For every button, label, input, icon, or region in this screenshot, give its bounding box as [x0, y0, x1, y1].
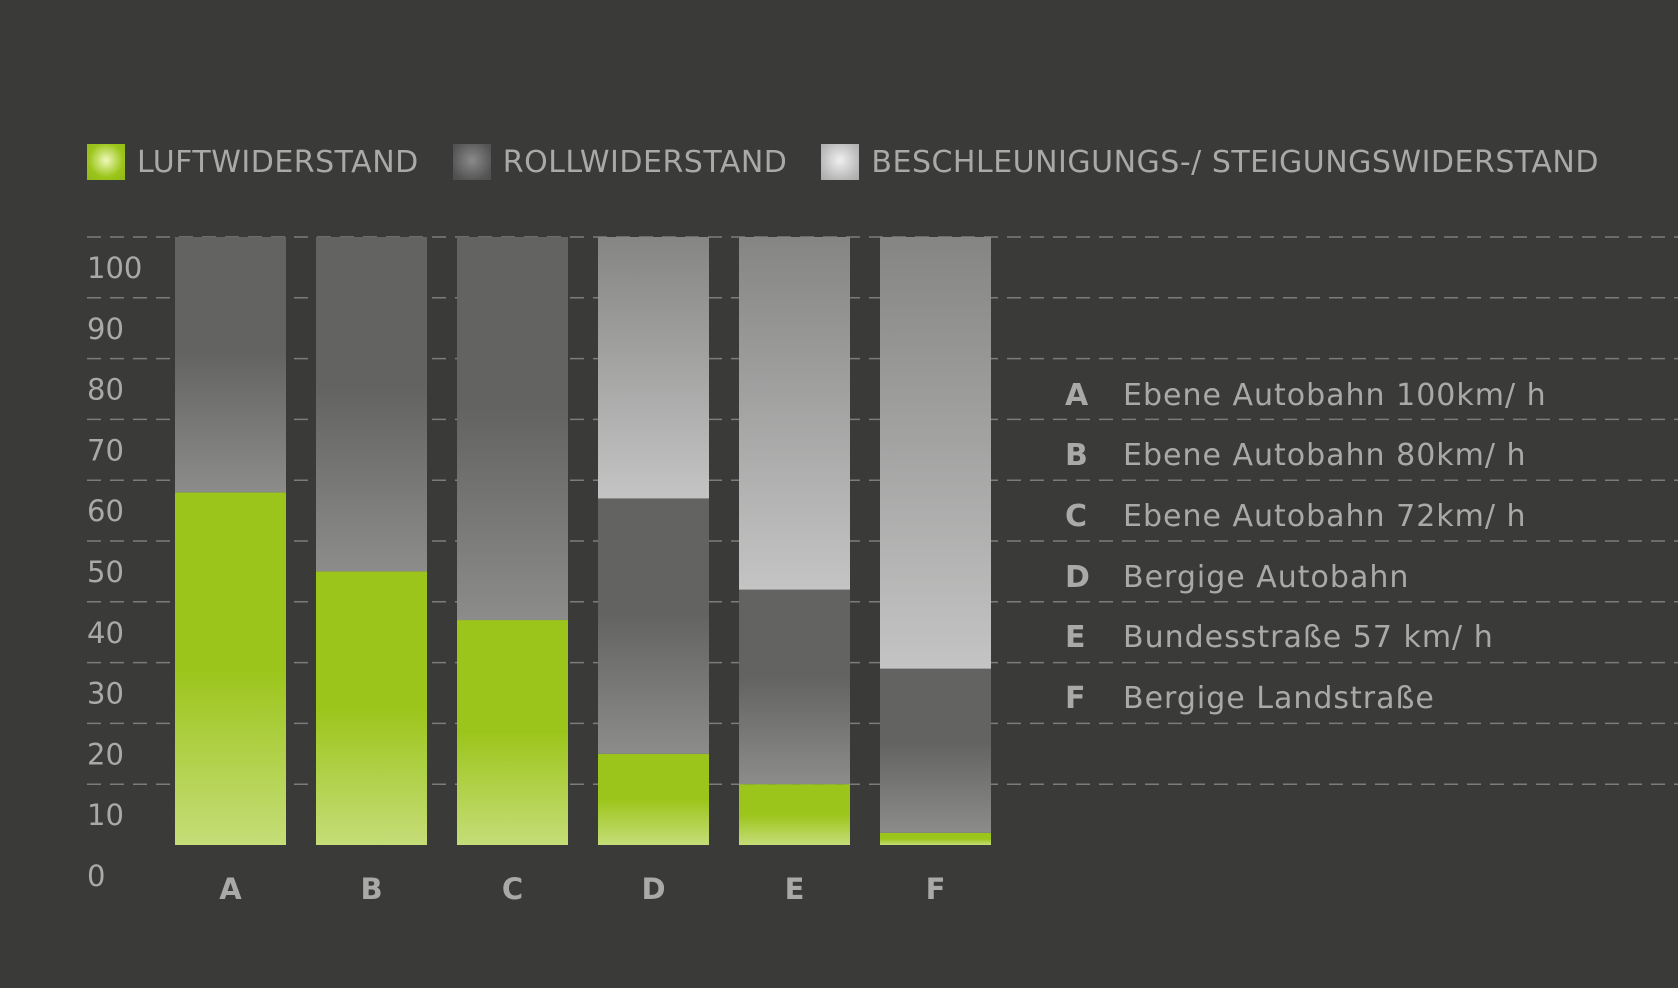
bar-b-rolling [316, 237, 427, 572]
legend-label-air: LUFTWIDERSTAND [137, 144, 419, 180]
description-key: A [1065, 377, 1090, 413]
bar-e-air [739, 784, 850, 845]
y-tick-label: 50 [87, 555, 124, 589]
description-key: F [1065, 680, 1087, 716]
x-axis-tick-labels: A B C D E F [219, 872, 945, 906]
y-tick-label: 40 [87, 616, 124, 650]
description-text: Ebene Autobahn 100km/ h [1123, 377, 1547, 413]
y-tick-label: 90 [87, 312, 124, 346]
bar-d-rolling [598, 498, 709, 754]
description-key: C [1065, 498, 1089, 534]
legend-label-rolling: ROLLWIDERSTAND [502, 144, 788, 180]
description-row-a: A Ebene Autobahn 100km/ h [1065, 365, 1547, 426]
y-axis-tick-labels: 0 10 20 30 40 50 60 70 80 90 100 [87, 251, 142, 893]
description-text: Bergige Autobahn [1123, 559, 1410, 595]
x-tick-label: D [641, 872, 665, 906]
legend: LUFTWIDERSTAND ROLLWIDERSTAND BESCHLEUNI… [87, 144, 1633, 180]
y-tick-label: 70 [87, 433, 124, 467]
legend-label-acceleration: BESCHLEUNIGUNGS-/ STEIGUNGSWIDERSTAND [871, 144, 1599, 180]
description-key: D [1065, 559, 1091, 595]
description-row-b: B Ebene Autobahn 80km/ h [1065, 426, 1547, 487]
y-tick-label: 0 [87, 859, 105, 893]
bar-e-rolling [739, 589, 850, 785]
description-row-c: C Ebene Autobahn 72km/ h [1065, 486, 1547, 547]
bar-f-air [880, 832, 991, 845]
y-tick-label: 20 [87, 737, 124, 771]
bar-a-air [175, 492, 286, 845]
bar-d-acceleration [598, 237, 709, 499]
y-tick-label: 100 [87, 251, 142, 285]
bar-f-rolling [880, 668, 991, 833]
description-key: E [1065, 620, 1087, 656]
bar-c-rolling [457, 237, 568, 621]
description-text: Ebene Autobahn 72km/ h [1123, 498, 1527, 534]
legend-swatch-air [87, 144, 125, 180]
legend-item-acceleration: BESCHLEUNIGUNGS-/ STEIGUNGSWIDERSTAND [821, 144, 1599, 180]
bar-d-air [598, 753, 709, 845]
category-descriptions: A Ebene Autobahn 100km/ h B Ebene Autoba… [1065, 365, 1547, 729]
legend-swatch-rolling [452, 144, 491, 180]
x-tick-label: B [360, 872, 382, 906]
bars [175, 237, 991, 845]
legend-item-air: LUFTWIDERSTAND [87, 144, 419, 180]
bar-e-acceleration [739, 237, 850, 590]
bar-f-acceleration [880, 237, 991, 669]
description-text: Bergige Landstraße [1123, 680, 1435, 716]
x-tick-label: A [219, 872, 242, 906]
legend-item-rolling: ROLLWIDERSTAND [452, 144, 788, 180]
x-tick-label: E [785, 872, 805, 906]
description-row-e: E Bundesstraße 57 km/ h [1065, 607, 1547, 668]
description-row-d: D Bergige Autobahn [1065, 547, 1547, 608]
description-text: Ebene Autobahn 80km/ h [1123, 438, 1527, 474]
x-tick-label: C [502, 872, 523, 906]
bar-c-air [457, 620, 568, 845]
bar-b-air [316, 571, 427, 845]
y-tick-label: 60 [87, 494, 124, 528]
x-tick-label: F [926, 872, 946, 906]
description-row-f: F Bergige Landstraße [1065, 668, 1547, 729]
description-key: B [1065, 438, 1089, 474]
y-tick-label: 80 [87, 373, 124, 407]
legend-swatch-acceleration [821, 144, 860, 180]
description-text: Bundesstraße 57 km/ h [1123, 620, 1494, 656]
y-tick-label: 30 [87, 677, 124, 711]
y-tick-label: 10 [87, 798, 124, 832]
bar-a-rolling [175, 237, 286, 493]
